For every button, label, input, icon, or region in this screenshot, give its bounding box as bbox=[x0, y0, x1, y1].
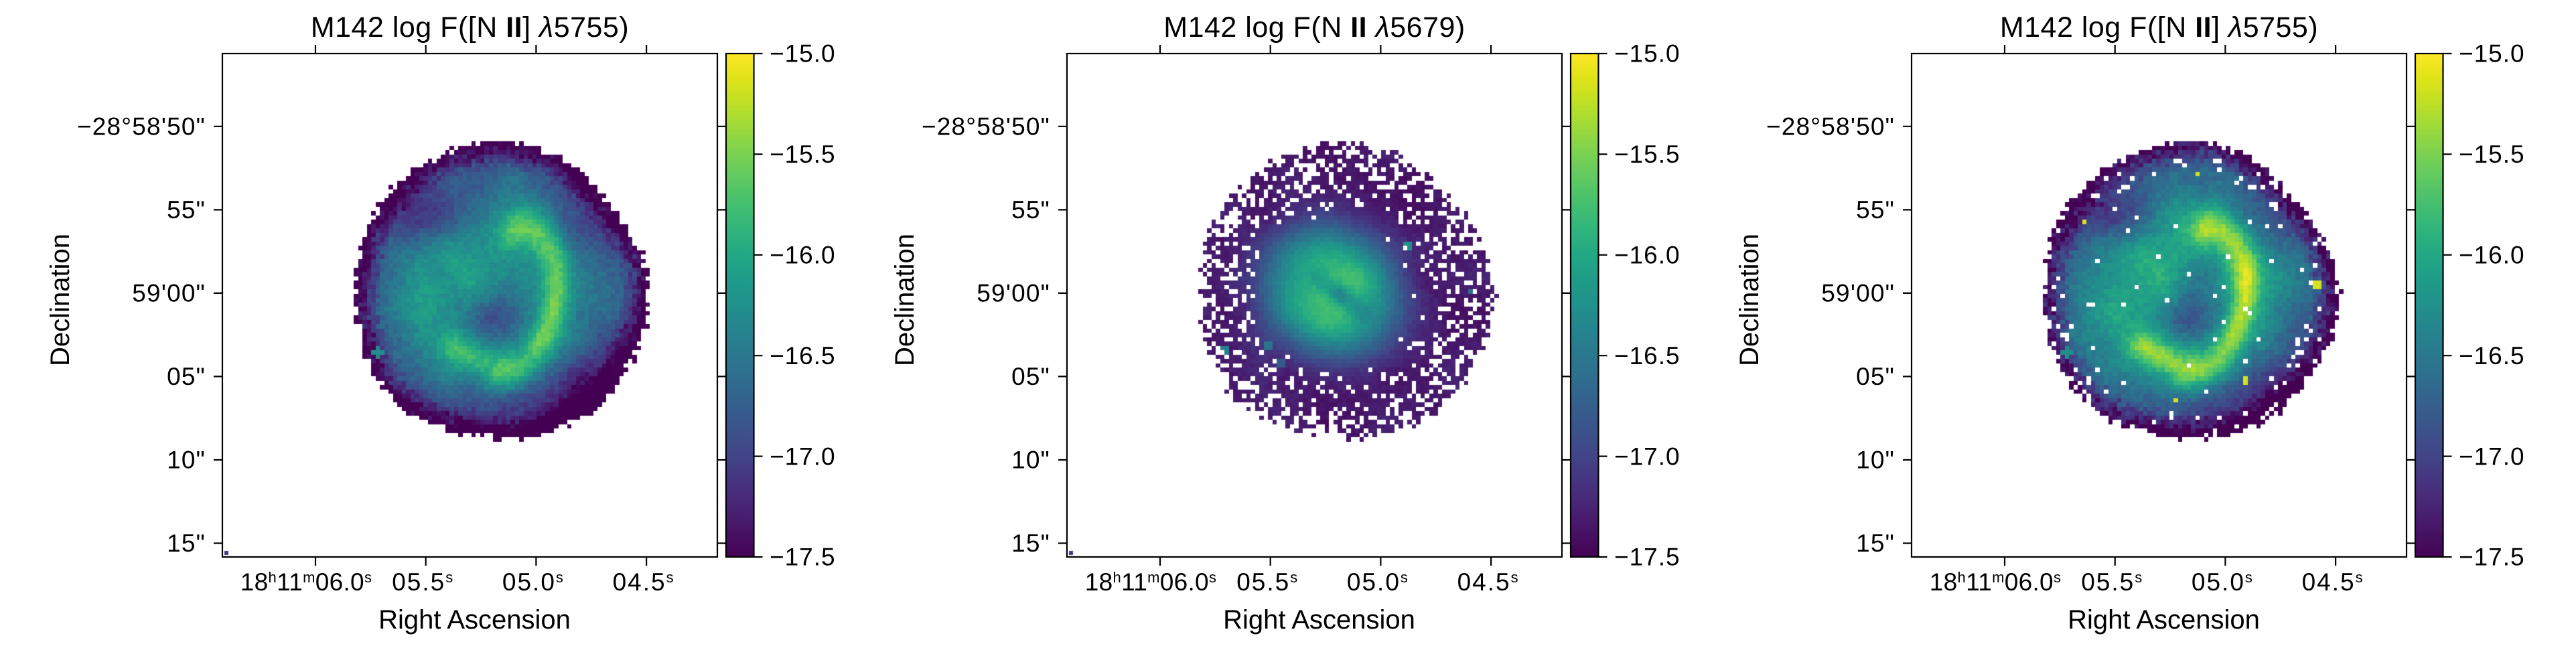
svg-text:−16.5: −16.5 bbox=[770, 342, 836, 370]
svg-text:−17.0: −17.0 bbox=[2459, 442, 2525, 470]
svg-text:−17.5: −17.5 bbox=[2459, 544, 2525, 571]
svg-text:04.5s: 04.5s bbox=[613, 568, 675, 596]
svg-text:55": 55" bbox=[1856, 196, 1895, 224]
svg-text:−28°58'50": −28°58'50" bbox=[922, 112, 1050, 140]
svg-text:05.0s: 05.0s bbox=[502, 568, 565, 596]
svg-text:59'00": 59'00" bbox=[132, 279, 206, 307]
svg-text:10": 10" bbox=[1856, 447, 1895, 474]
svg-text:59'00": 59'00" bbox=[977, 279, 1050, 307]
svg-text:−17.0: −17.0 bbox=[1614, 442, 1680, 470]
svg-text:−17.5: −17.5 bbox=[770, 544, 836, 571]
svg-text:Declination: Declination bbox=[1735, 234, 1764, 366]
svg-text:−16.5: −16.5 bbox=[1614, 342, 1680, 370]
svg-text:10": 10" bbox=[1011, 447, 1050, 474]
svg-text:M142 log F([N II] λ5755): M142 log F([N II] λ5755) bbox=[2000, 11, 2318, 44]
svg-text:−15.5: −15.5 bbox=[770, 141, 836, 168]
svg-text:−15.5: −15.5 bbox=[1614, 141, 1680, 168]
svg-text:−17.0: −17.0 bbox=[770, 442, 836, 470]
svg-text:15": 15" bbox=[167, 530, 206, 557]
svg-text:−16.0: −16.0 bbox=[770, 242, 836, 269]
svg-text:18h11m06.0s: 18h11m06.0s bbox=[1930, 568, 2062, 596]
svg-text:−15.0: −15.0 bbox=[2459, 40, 2525, 68]
svg-text:Right Ascension: Right Ascension bbox=[2068, 605, 2260, 635]
svg-text:05.0s: 05.0s bbox=[1347, 568, 1409, 596]
svg-text:05.0s: 05.0s bbox=[2192, 568, 2254, 596]
svg-text:05": 05" bbox=[167, 363, 206, 390]
svg-text:Right Ascension: Right Ascension bbox=[1223, 605, 1415, 635]
svg-text:05.5s: 05.5s bbox=[392, 568, 454, 596]
svg-text:−28°58'50": −28°58'50" bbox=[1766, 112, 1895, 140]
svg-text:−16.0: −16.0 bbox=[2459, 242, 2525, 269]
svg-text:15": 15" bbox=[1011, 530, 1050, 557]
svg-text:05.5s: 05.5s bbox=[1236, 568, 1299, 596]
svg-text:18h11m06.0s: 18h11m06.0s bbox=[240, 568, 372, 596]
svg-text:−16.5: −16.5 bbox=[2459, 342, 2525, 370]
svg-text:Declination: Declination bbox=[890, 234, 920, 366]
svg-text:−17.5: −17.5 bbox=[1614, 544, 1680, 571]
svg-text:−28°58'50": −28°58'50" bbox=[77, 112, 206, 140]
svg-text:04.5s: 04.5s bbox=[2302, 568, 2364, 596]
svg-text:M142 log F(N II λ5679): M142 log F(N II λ5679) bbox=[1163, 11, 1465, 44]
svg-text:05.5s: 05.5s bbox=[2081, 568, 2143, 596]
svg-text:55": 55" bbox=[167, 196, 206, 224]
svg-text:59'00": 59'00" bbox=[1821, 279, 1895, 307]
svg-text:−15.5: −15.5 bbox=[2459, 141, 2525, 168]
svg-text:15": 15" bbox=[1856, 530, 1895, 557]
svg-text:−15.0: −15.0 bbox=[770, 40, 836, 68]
svg-text:55": 55" bbox=[1011, 196, 1050, 224]
svg-text:10": 10" bbox=[167, 447, 206, 474]
svg-text:18h11m06.0s: 18h11m06.0s bbox=[1085, 568, 1217, 596]
svg-text:−16.0: −16.0 bbox=[1614, 242, 1680, 269]
svg-text:Right Ascension: Right Ascension bbox=[378, 605, 571, 635]
svg-text:−15.0: −15.0 bbox=[1614, 40, 1680, 68]
svg-text:M142 log F([N II] λ5755): M142 log F([N II] λ5755) bbox=[311, 11, 629, 44]
svg-text:05": 05" bbox=[1011, 363, 1050, 390]
svg-text:05": 05" bbox=[1856, 363, 1895, 390]
svg-text:04.5s: 04.5s bbox=[1457, 568, 1520, 596]
svg-text:Declination: Declination bbox=[46, 234, 75, 366]
